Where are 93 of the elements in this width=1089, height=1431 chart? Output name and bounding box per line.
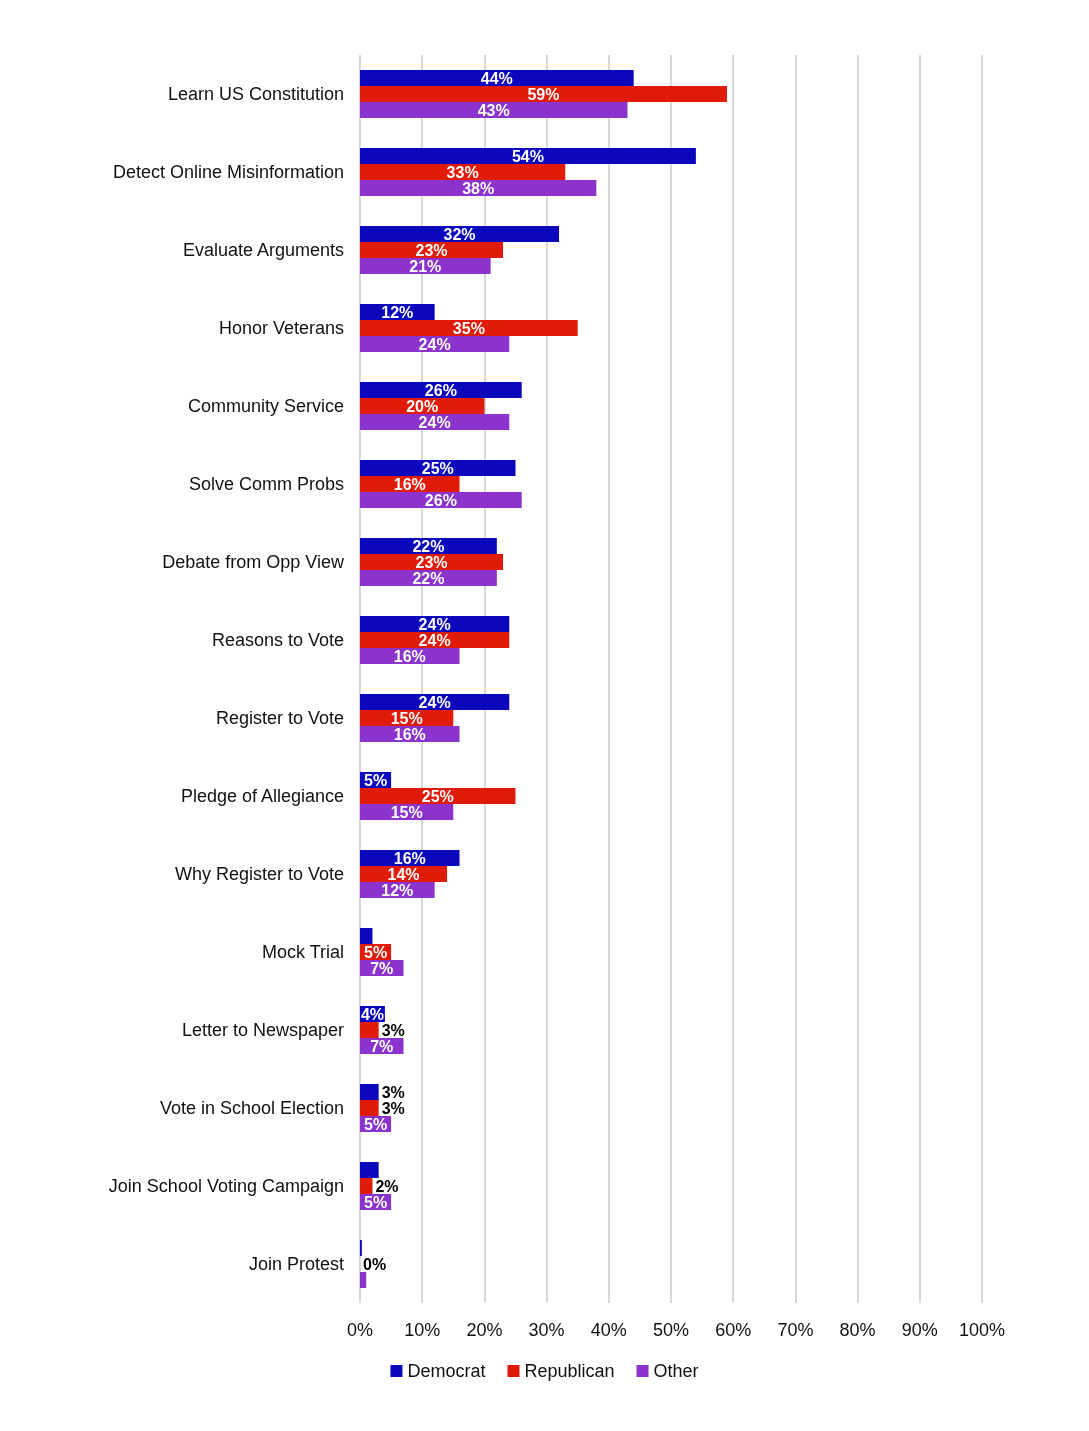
data-label: 14% <box>387 865 420 883</box>
data-label: 7% <box>370 959 394 977</box>
y-tick-label: Honor Veterans <box>218 318 344 338</box>
data-label: 16% <box>393 647 426 665</box>
data-label: 24% <box>418 631 451 649</box>
data-label: 33% <box>446 163 479 181</box>
data-label: 35% <box>452 319 485 337</box>
data-label: 16% <box>393 475 426 493</box>
data-label: 20% <box>406 397 439 415</box>
data-label: 25% <box>421 459 454 477</box>
data-label: 24% <box>418 615 451 633</box>
data-label: 16% <box>393 849 426 867</box>
data-label: 44% <box>480 69 513 87</box>
data-label: 22% <box>412 537 445 555</box>
data-label: 26% <box>424 381 457 399</box>
bar <box>360 148 696 164</box>
bar <box>360 1272 367 1288</box>
data-label: 12% <box>381 303 414 321</box>
legend-label: Republican <box>524 1361 615 1381</box>
data-label: 16% <box>393 725 426 743</box>
data-label: 54% <box>511 147 544 165</box>
bar <box>360 1178 373 1194</box>
y-tick-label: Reasons to Vote <box>211 630 344 650</box>
bar <box>360 102 628 118</box>
y-tick-label: Mock Trial <box>261 942 344 962</box>
x-tick-label: 80% <box>839 1320 876 1340</box>
x-tick-label: 50% <box>652 1320 690 1340</box>
bar <box>360 928 373 944</box>
data-label: 3% <box>381 1083 405 1101</box>
x-tick-label: 60% <box>715 1320 752 1340</box>
y-tick-label: Why Register to Vote <box>174 864 344 884</box>
y-tick-label: Learn US Constitution <box>167 84 344 104</box>
y-tick-label: Letter to Newspaper <box>181 1020 344 1040</box>
bar <box>360 492 522 508</box>
data-label: 21% <box>409 257 442 275</box>
bar <box>360 164 566 180</box>
legend-label: Democrat <box>407 1361 486 1381</box>
y-tick-label: Join School Voting Campaign <box>108 1176 344 1196</box>
data-label: 23% <box>415 241 448 259</box>
data-label: 4% <box>360 1005 384 1023</box>
y-tick-label: Join Protest <box>248 1254 344 1274</box>
x-tick-label: 100% <box>958 1320 1006 1340</box>
bar <box>360 70 634 86</box>
data-label: 5% <box>363 1193 388 1211</box>
data-label: 24% <box>418 335 451 353</box>
x-tick-label: 90% <box>901 1320 938 1340</box>
bar <box>360 1162 379 1178</box>
data-label: 15% <box>390 709 423 727</box>
data-label: 24% <box>418 693 451 711</box>
data-label: 43% <box>477 101 510 119</box>
bar <box>360 180 597 196</box>
x-tick-label: 30% <box>528 1320 565 1340</box>
data-label: 12% <box>381 881 414 899</box>
bar <box>360 382 522 398</box>
x-tick-label: 10% <box>404 1320 441 1340</box>
y-tick-label: Evaluate Arguments <box>182 240 344 260</box>
data-label: 15% <box>390 803 423 821</box>
x-tick-label: 70% <box>777 1320 814 1340</box>
y-tick-label: Vote in School Election <box>159 1098 344 1118</box>
y-tick-label: Register to Vote <box>215 708 344 728</box>
bar <box>360 788 516 804</box>
data-label: 5% <box>363 1115 388 1133</box>
y-tick-label: Detect Online Misinformation <box>112 162 344 182</box>
y-tick-label: Community Service <box>187 396 344 416</box>
data-label: 24% <box>418 413 451 431</box>
data-label: 23% <box>415 553 448 571</box>
data-label: 2% <box>375 1177 399 1195</box>
x-tick-label: 20% <box>466 1320 503 1340</box>
bar <box>360 460 516 476</box>
data-label: 5% <box>363 771 388 789</box>
data-label: 0% <box>363 1255 387 1273</box>
data-label: 5% <box>363 943 388 961</box>
bar <box>360 1084 379 1100</box>
bar <box>360 320 578 336</box>
y-tick-label: Debate from Opp View <box>162 552 345 572</box>
bar <box>360 86 727 102</box>
bar <box>360 1100 379 1116</box>
data-label: 26% <box>424 491 457 509</box>
x-tick-label: 0% <box>346 1320 374 1340</box>
data-label: 25% <box>421 787 454 805</box>
legend-label: Other <box>653 1361 699 1381</box>
x-tick-label: 40% <box>590 1320 627 1340</box>
bar <box>360 226 560 242</box>
data-label: 38% <box>462 179 495 197</box>
data-label: 3% <box>381 1099 405 1117</box>
y-tick-label: Pledge of Allegiance <box>180 786 344 806</box>
y-tick-label: Solve Comm Probs <box>188 474 344 494</box>
data-label: 59% <box>527 85 560 103</box>
data-label: 22% <box>412 569 445 587</box>
data-label: 3% <box>381 1021 405 1039</box>
data-label: 7% <box>370 1037 394 1055</box>
data-label: 32% <box>443 225 476 243</box>
bar <box>360 1022 379 1038</box>
